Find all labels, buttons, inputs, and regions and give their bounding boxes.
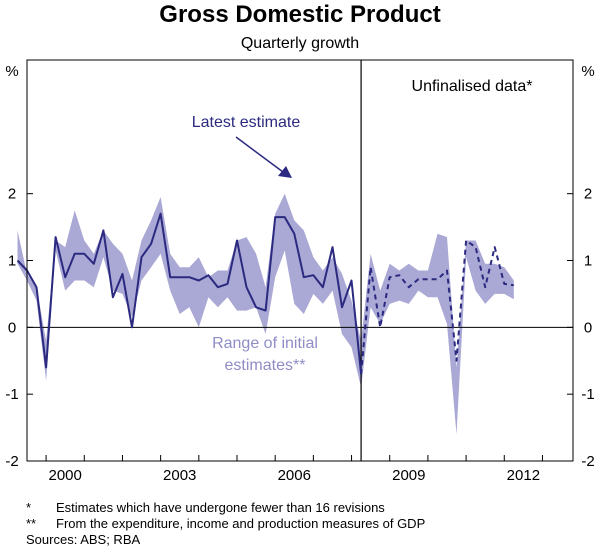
footnote-1-text: Estimates which have undergone fewer tha…: [56, 500, 385, 515]
y-tick-label-left: -2: [5, 453, 18, 470]
annotation-arrow: [235, 136, 284, 173]
annotation-range-line-2: estimates**: [225, 357, 306, 374]
latest-estimate-dashed-line: [360, 239, 514, 375]
footnotes: * Estimates which have undergone fewer t…: [26, 500, 425, 548]
x-tick-label: 2012: [507, 467, 540, 484]
footnote-1: * Estimates which have undergone fewer t…: [26, 500, 425, 516]
y-tick-label-left: -1: [5, 386, 18, 403]
sources: Sources: ABS; RBA: [26, 532, 141, 547]
chart-title: Gross Domestic Product: [159, 1, 440, 28]
annotation-latest-estimate: Latest estimate: [192, 114, 301, 131]
footnote-2-mark: **: [26, 516, 37, 531]
y-tick-label-left: 0: [8, 319, 16, 336]
y-axis-label-left: %: [5, 63, 18, 80]
y-axis-label-right: %: [581, 63, 594, 80]
x-tick-label: 2000: [48, 467, 81, 484]
y-tick-label-right: -1: [581, 386, 594, 403]
y-tick-label-left: 1: [8, 253, 16, 270]
y-tick-label-right: 1: [584, 253, 592, 270]
chart-subtitle: Quarterly growth: [241, 35, 359, 52]
annotation-range-line-1: Range of initial: [212, 335, 318, 352]
latest-estimate-line: [16, 212, 363, 375]
range-band: [17, 193, 514, 435]
footnote-2: ** From the expenditure, income and prod…: [26, 516, 425, 532]
y-tick-label-right: 0: [584, 319, 592, 336]
footnote-2-text: From the expenditure, income and product…: [56, 516, 426, 531]
annotation-arrowhead: [278, 166, 292, 178]
x-tick-label: 2003: [163, 467, 196, 484]
x-tick-label: 2006: [278, 467, 311, 484]
y-tick-label-right: -2: [581, 453, 594, 470]
y-tick-label-left: 2: [8, 186, 16, 203]
annotation-unfinalised: Unfinalised data*: [412, 78, 533, 95]
x-tick-label: 2009: [392, 467, 425, 484]
y-tick-label-right: 2: [584, 186, 592, 203]
footnote-1-mark: *: [26, 500, 32, 515]
